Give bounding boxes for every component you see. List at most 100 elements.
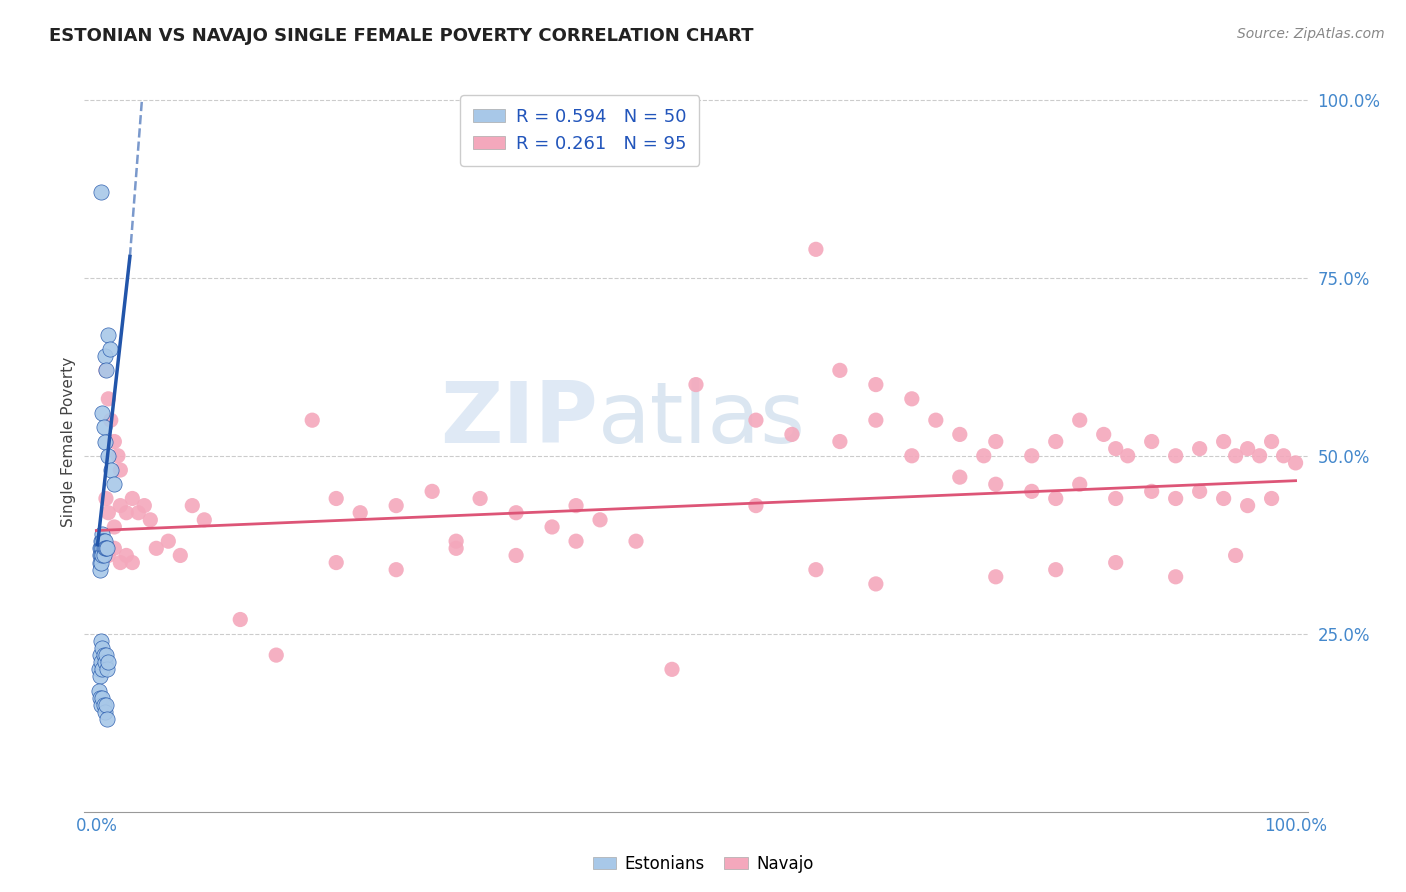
Point [139,513,162,527]
Point [110,556,132,570]
Point [984,434,1007,449]
Point [94,648,117,662]
Point [505,549,527,563]
Point [1045,563,1067,577]
Point [1021,484,1043,499]
Point [87,662,110,676]
Legend: Estonians, Navajo: Estonians, Navajo [586,848,820,880]
Point [229,613,252,627]
Point [89,541,111,556]
Point [1260,491,1282,506]
Point [89,669,111,683]
Point [127,506,149,520]
Point [89,648,111,662]
Point [505,506,527,520]
Point [93,648,115,662]
Point [97,392,120,406]
Point [301,413,323,427]
Point [661,662,683,676]
Point [93,420,115,434]
Point [1021,449,1043,463]
Point [565,534,588,549]
Point [91,640,114,655]
Point [94,491,117,506]
Point [1116,449,1139,463]
Point [91,406,114,420]
Point [100,463,122,477]
Point [444,541,467,556]
Point [468,491,491,506]
Point [804,563,827,577]
Text: ESTONIAN VS NAVAJO SINGLE FEMALE POVERTY CORRELATION CHART: ESTONIAN VS NAVAJO SINGLE FEMALE POVERTY… [49,27,754,45]
Point [385,563,408,577]
Y-axis label: Single Female Poverty: Single Female Poverty [60,357,76,526]
Point [1140,434,1163,449]
Point [1188,484,1211,499]
Point [901,449,924,463]
Point [96,662,118,676]
Point [103,520,125,534]
Point [91,549,114,563]
Point [115,506,138,520]
Point [865,413,887,427]
Point [1272,449,1295,463]
Point [96,712,118,726]
Point [1284,456,1306,470]
Point [97,655,120,669]
Point [264,648,287,662]
Point [1188,442,1211,456]
Point [91,527,114,541]
Point [110,499,132,513]
Text: ZIP: ZIP [440,378,598,461]
Point [385,499,408,513]
Point [1105,556,1128,570]
Point [90,186,112,200]
Point [181,499,204,513]
Point [97,449,120,463]
Legend: R = 0.594   N = 50, R = 0.261   N = 95: R = 0.594 N = 50, R = 0.261 N = 95 [460,95,699,166]
Point [93,434,117,449]
Point [745,413,768,427]
Point [444,534,467,549]
Point [1260,434,1282,449]
Point [94,363,117,377]
Point [115,549,138,563]
Point [87,683,110,698]
Point [169,549,191,563]
Point [925,413,948,427]
Point [91,690,114,705]
Point [1164,449,1187,463]
Point [89,556,111,570]
Point [89,563,111,577]
Point [325,491,347,506]
Point [121,491,143,506]
Point [90,633,112,648]
Point [94,698,117,712]
Point [541,520,564,534]
Point [984,570,1007,584]
Point [90,698,112,712]
Point [1069,477,1091,491]
Point [89,549,111,563]
Point [93,541,115,556]
Point [94,541,117,556]
Point [93,698,115,712]
Point [98,342,121,356]
Point [984,477,1007,491]
Point [1164,491,1187,506]
Point [745,499,768,513]
Point [901,392,924,406]
Point [1069,413,1091,427]
Point [1249,449,1271,463]
Point [93,705,117,719]
Point [1212,434,1234,449]
Point [1236,499,1258,513]
Point [94,363,117,377]
Point [1105,442,1128,456]
Point [103,541,125,556]
Point [90,556,112,570]
Point [420,484,443,499]
Point [91,541,114,556]
Point [1225,449,1247,463]
Point [97,327,120,342]
